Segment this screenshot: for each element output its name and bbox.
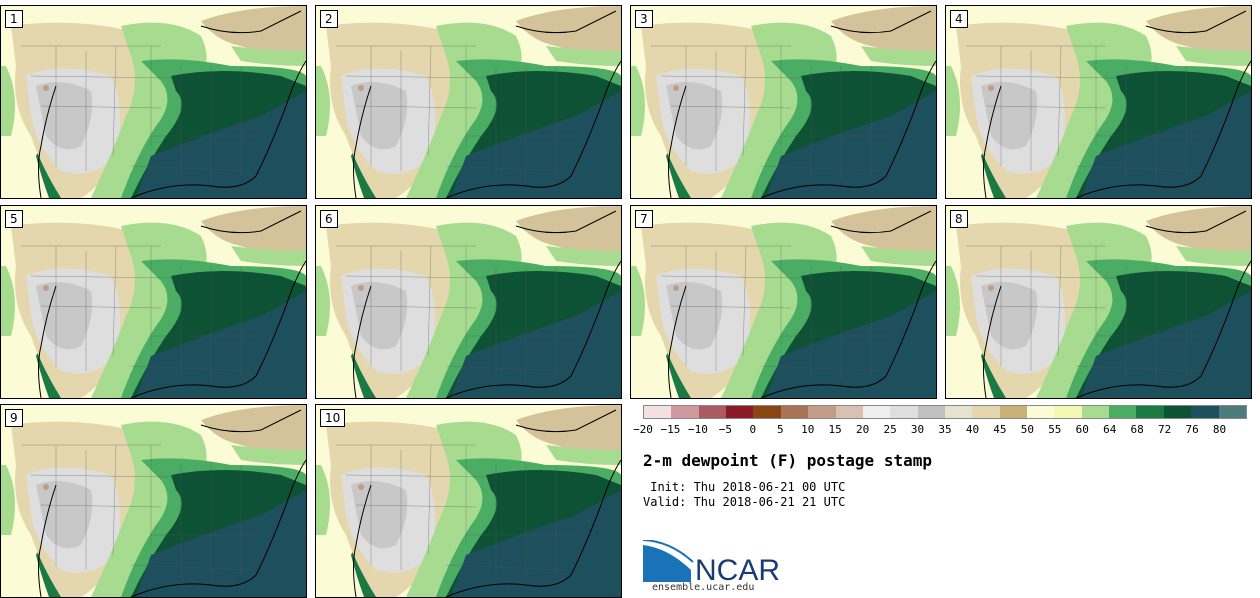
map-panel-4: 4 <box>945 5 1252 199</box>
colorbar-tick-label: 40 <box>965 423 980 436</box>
panel-label: 4 <box>950 10 968 28</box>
colorbar-tick-label: −5 <box>718 423 732 436</box>
panel-label: 6 <box>320 210 338 228</box>
colorbar-swatch <box>1163 406 1192 418</box>
panel-label: 2 <box>320 10 338 28</box>
panel-label: 1 <box>5 10 23 28</box>
colorbar-swatch <box>1109 406 1137 418</box>
colorbar-swatch <box>698 406 727 418</box>
colorbar-tick-label: 0 <box>749 423 757 436</box>
panel-label: 5 <box>5 210 23 228</box>
colorbar-swatch <box>917 406 945 418</box>
valid-time: Valid: Thu 2018-06-21 21 UTC <box>643 495 846 509</box>
colorbar-swatch <box>862 406 891 418</box>
colorbar-swatch <box>835 406 863 418</box>
colorbar-swatch <box>944 406 973 418</box>
chart-title: 2-m dewpoint (F) postage stamp <box>643 451 932 470</box>
colorbar-tick-label: 80 <box>1212 423 1227 436</box>
colorbar-tick-label: 76 <box>1185 423 1199 436</box>
map-panel-9: 9 <box>0 404 307 598</box>
colorbar-tick-label: 25 <box>883 423 897 436</box>
panel-label: 7 <box>635 210 653 228</box>
colorbar-swatch <box>808 406 836 418</box>
map-panel-7: 7 <box>630 205 937 399</box>
colorbar-swatch <box>890 406 918 418</box>
site-url[interactable]: ensemble.ucar.edu <box>652 582 755 593</box>
colorbar-tick-label: 30 <box>910 423 925 436</box>
colorbar-tick-label: 68 <box>1130 423 1144 436</box>
colorbar-swatch <box>644 406 672 418</box>
panel-label: 3 <box>635 10 653 28</box>
colorbar-swatch <box>1191 406 1219 418</box>
colorbar-tick-label: 60 <box>1075 423 1089 436</box>
colorbar-tick-label: 35 <box>938 423 952 436</box>
colorbar-tick-label: 64 <box>1103 423 1117 436</box>
map-panel-2: 2 <box>315 5 622 199</box>
colorbar-swatch <box>780 406 809 418</box>
colorbar-swatch <box>671 406 699 418</box>
colorbar-tick-label: −10 <box>687 423 708 436</box>
colorbar-swatch <box>1218 406 1246 418</box>
panel-label: 10 <box>320 409 346 427</box>
colorbar-tick-label: 72 <box>1158 423 1172 436</box>
colorbar-swatch <box>753 406 781 418</box>
colorbar-swatch <box>1136 406 1164 418</box>
colorbar-tick-label: 15 <box>828 423 842 436</box>
colorbar <box>643 405 1247 419</box>
colorbar-tick-label: 20 <box>856 423 870 436</box>
map-panel-10: 10 <box>315 404 622 598</box>
ncar-logo-text: NCAR <box>695 554 780 584</box>
colorbar-tick-label: 5 <box>776 423 784 436</box>
map-panel-3: 3 <box>630 5 937 199</box>
init-time: Init: Thu 2018-06-21 00 UTC <box>643 480 846 494</box>
map-panel-1: 1 <box>0 5 307 199</box>
map-panel-8: 8 <box>945 205 1252 399</box>
colorbar-swatch <box>1027 406 1055 418</box>
colorbar-swatch <box>1054 406 1082 418</box>
colorbar-swatch <box>726 406 754 418</box>
colorbar-tick-label: 10 <box>801 423 815 436</box>
map-panel-6: 6 <box>315 205 622 399</box>
map-panel-5: 5 <box>0 205 307 399</box>
colorbar-tick-label: 50 <box>1020 423 1034 436</box>
colorbar-tick-label: −20 <box>633 423 653 436</box>
colorbar-swatch <box>972 406 1000 418</box>
colorbar-tick-label: 45 <box>993 423 1007 436</box>
colorbar-ticks: −20 −15 −10 −5 0 5 10 15 20 25 30 35 40 45 50 55 60 64 68 7… <box>633 423 1247 437</box>
panel-label: 8 <box>950 210 968 228</box>
ncar-logo[interactable]: NCAR <box>642 539 793 587</box>
colorbar-swatch <box>999 406 1028 418</box>
panel-label: 9 <box>5 409 23 427</box>
colorbar-tick-label: 55 <box>1048 423 1062 436</box>
colorbar-swatch <box>1081 406 1110 418</box>
colorbar-tick-label: −15 <box>660 423 681 436</box>
